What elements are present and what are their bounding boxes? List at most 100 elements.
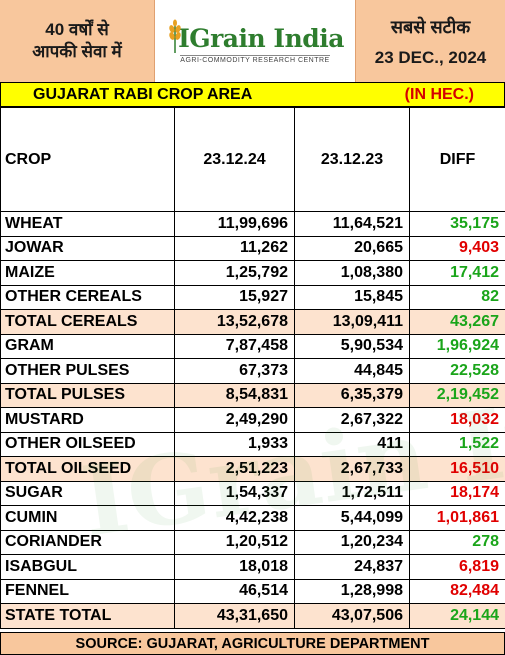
previous-area-cell: 43,07,506 [294, 603, 410, 629]
current-area-cell: 11,262 [174, 235, 295, 261]
previous-area-cell: 1,28,998 [294, 578, 410, 604]
logo: IGrain India AGRI-COMMODITY RESEARCH CEN… [155, 0, 355, 82]
current-area-cell: 1,25,792 [174, 260, 295, 286]
crop-name-cell: FENNEL [0, 578, 175, 604]
crop-name-cell: OTHER CEREALS [0, 284, 175, 310]
crop-name-cell: TOTAL CEREALS [0, 309, 175, 335]
previous-area-cell: 5,90,534 [294, 333, 410, 359]
diff-cell: 278 [409, 529, 505, 555]
current-area-cell: 15,927 [174, 284, 295, 310]
previous-area-cell: 1,08,380 [294, 260, 410, 286]
column-header-diff: DIFF [409, 107, 505, 212]
table-total-row: TOTAL PULSES 8,54,831 6,35,379 2,19,452 [0, 382, 505, 408]
table-row: OTHER PULSES 67,373 44,845 22,528 [0, 358, 505, 384]
source-footer: SOURCE: GUJARAT, AGRICULTURE DEPARTMENT [0, 632, 505, 655]
column-header-previous: 23.12.23 [294, 107, 410, 212]
table-row: OTHER CEREALS 15,927 15,845 82 [0, 284, 505, 310]
logo-tagline: AGRI-COMMODITY RESEARCH CENTRE [180, 54, 330, 64]
table-row: SUGAR 1,54,337 1,72,511 18,174 [0, 480, 505, 506]
diff-cell: 9,403 [409, 235, 505, 261]
current-area-cell: 43,31,650 [174, 603, 295, 629]
crop-name-cell: TOTAL OILSEED [0, 456, 175, 482]
current-area-cell: 46,514 [174, 578, 295, 604]
table-title: GUJARAT RABI CROP AREA [33, 85, 253, 103]
previous-area-cell: 2,67,733 [294, 456, 410, 482]
table-total-row: TOTAL CEREALS 13,52,678 13,09,411 43,267 [0, 309, 505, 335]
report-date: 23 DEC., 2024 [374, 48, 487, 67]
previous-area-cell: 15,845 [294, 284, 410, 310]
current-area-cell: 18,018 [174, 554, 295, 580]
diff-cell: 16,510 [409, 456, 505, 482]
table-total-row: TOTAL OILSEED 2,51,223 2,67,733 16,510 [0, 456, 505, 482]
crop-name-cell: MAIZE [0, 260, 175, 286]
crop-name-cell: TOTAL PULSES [0, 382, 175, 408]
previous-area-cell: 1,20,234 [294, 529, 410, 555]
previous-area-cell: 5,44,099 [294, 505, 410, 531]
current-area-cell: 2,49,290 [174, 407, 295, 433]
current-area-cell: 8,54,831 [174, 382, 295, 408]
table-row: JOWAR 11,262 20,665 9,403 [0, 235, 505, 261]
header-left-line2: आपकी सेवा में [32, 42, 122, 61]
current-area-cell: 1,20,512 [174, 529, 295, 555]
diff-cell: 24,144 [409, 603, 505, 629]
current-area-cell: 13,52,678 [174, 309, 295, 335]
crop-area-table: CROP 23.12.24 23.12.23 DIFF WHEAT 11,99,6… [0, 107, 505, 629]
crop-name-cell: STATE TOTAL [0, 603, 175, 629]
crop-name-cell: MUSTARD [0, 407, 175, 433]
column-header-current: 23.12.24 [174, 107, 295, 212]
crop-name-cell: JOWAR [0, 235, 175, 261]
crop-name-cell: CORIANDER [0, 529, 175, 555]
diff-cell: 82 [409, 284, 505, 310]
diff-cell: 22,528 [409, 358, 505, 384]
table-row: CORIANDER 1,20,512 1,20,234 278 [0, 529, 505, 555]
diff-cell: 35,175 [409, 211, 505, 237]
current-area-cell: 11,99,696 [174, 211, 295, 237]
header: 40 वर्षों से आपकी सेवा में IGrain India … [0, 0, 505, 82]
previous-area-cell: 13,09,411 [294, 309, 410, 335]
current-area-cell: 1,933 [174, 431, 295, 457]
current-area-cell: 67,373 [174, 358, 295, 384]
table-row: GRAM 7,87,458 5,90,534 1,96,924 [0, 333, 505, 359]
table-header-row: CROP 23.12.24 23.12.23 DIFF [0, 107, 505, 212]
table-body: WHEAT 11,99,696 11,64,521 35,175 JOWAR 11,262… [0, 211, 505, 629]
header-left-line1: 40 वर्षों से [45, 20, 109, 39]
table-row: FENNEL 46,514 1,28,998 82,484 [0, 578, 505, 604]
column-header-crop: CROP [0, 107, 175, 212]
table-total-row: STATE TOTAL 43,31,650 43,07,506 24,144 [0, 603, 505, 629]
previous-area-cell: 6,35,379 [294, 382, 410, 408]
current-area-cell: 1,54,337 [174, 480, 295, 506]
previous-area-cell: 411 [294, 431, 410, 457]
previous-area-cell: 24,837 [294, 554, 410, 580]
crop-name-cell: CUMIN [0, 505, 175, 531]
crop-name-cell: GRAM [0, 333, 175, 359]
diff-cell: 6,819 [409, 554, 505, 580]
table-row: CUMIN 4,42,238 5,44,099 1,01,861 [0, 505, 505, 531]
diff-cell: 18,032 [409, 407, 505, 433]
current-area-cell: 2,51,223 [174, 456, 295, 482]
diff-cell: 43,267 [409, 309, 505, 335]
header-left-panel: 40 वर्षों से आपकी सेवा में [0, 0, 155, 82]
diff-cell: 1,96,924 [409, 333, 505, 359]
unit-label: (IN HEC.) [404, 85, 474, 103]
logo-name: IGrain India [178, 23, 344, 53]
previous-area-cell: 44,845 [294, 358, 410, 384]
table-row: ISABGUL 18,018 24,837 6,819 [0, 554, 505, 580]
current-area-cell: 7,87,458 [174, 333, 295, 359]
table-row: MAIZE 1,25,792 1,08,380 17,412 [0, 260, 505, 286]
crop-name-cell: SUGAR [0, 480, 175, 506]
header-right-tag: सबसे सटीक [390, 17, 471, 37]
diff-cell: 1,522 [409, 431, 505, 457]
diff-cell: 17,412 [409, 260, 505, 286]
diff-cell: 1,01,861 [409, 505, 505, 531]
table-row: WHEAT 11,99,696 11,64,521 35,175 [0, 211, 505, 237]
table-row: MUSTARD 2,49,290 2,67,322 18,032 [0, 407, 505, 433]
diff-cell: 18,174 [409, 480, 505, 506]
current-area-cell: 4,42,238 [174, 505, 295, 531]
previous-area-cell: 11,64,521 [294, 211, 410, 237]
table-row: OTHER OILSEED 1,933 411 1,522 [0, 431, 505, 457]
previous-area-cell: 2,67,322 [294, 407, 410, 433]
previous-area-cell: 1,72,511 [294, 480, 410, 506]
crop-name-cell: OTHER OILSEED [0, 431, 175, 457]
crop-name-cell: WHEAT [0, 211, 175, 237]
